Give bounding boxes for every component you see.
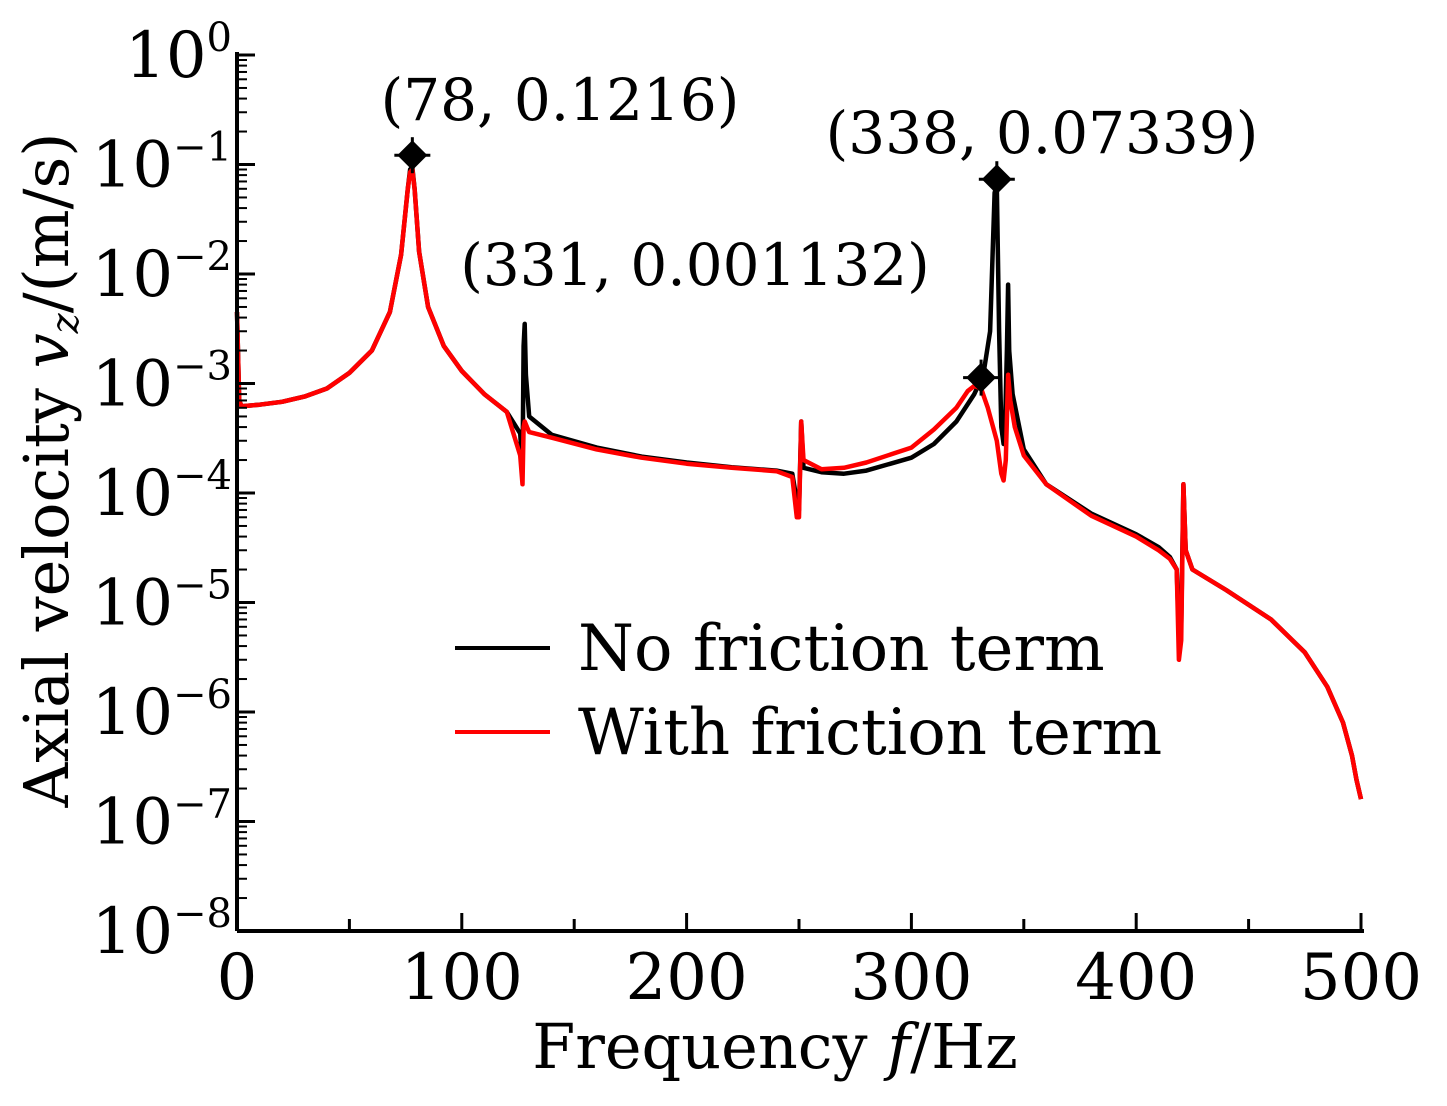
peak-marker [966, 362, 997, 393]
y-tick-label: 10−5 [92, 563, 232, 641]
x-tick-label: 100 [401, 941, 523, 1015]
legend: No friction term With friction term [455, 612, 1162, 770]
y-tick-label: 10−1 [92, 125, 232, 203]
y-tick-label: 10−7 [92, 782, 232, 860]
y-tick-label: 10−4 [92, 453, 232, 531]
annotation-label: (338, 0.07339) [826, 99, 1259, 167]
x-tick-label: 400 [1075, 941, 1197, 1015]
peak-marker [397, 140, 428, 171]
y-tick-label: 10−6 [92, 672, 232, 750]
y-tick-labels: 100 10−1 10−2 10−3 10−4 10−5 10−6 10−7 10−8 [92, 15, 232, 969]
x-tick-label: 300 [850, 941, 972, 1015]
x-tick-label: 500 [1300, 941, 1422, 1015]
y-tick-label: 10−2 [92, 234, 232, 312]
x-axis-title: Frequency f/Hz [532, 1010, 1018, 1083]
annotation-label: (78, 0.1216) [381, 66, 740, 134]
axes [235, 52, 1364, 933]
peak-markers [394, 137, 1015, 396]
x-tick-labels: 0 100 200 300 400 500 [217, 941, 1422, 1015]
y-tick-label: 10−3 [92, 344, 232, 422]
y-tick-label: 100 [125, 15, 232, 93]
y-tick-label: 10−8 [92, 891, 232, 969]
series-line-with-friction [234, 167, 1364, 800]
y-axis-title: Axial velocity vz/(m/s) [10, 133, 87, 809]
annotation-label: (331, 0.001132) [460, 231, 930, 299]
annotations: (78, 0.1216) (331, 0.001132) (338, 0.07339… [381, 66, 1259, 299]
legend-label-no-friction: No friction term [578, 612, 1105, 686]
peak-marker [981, 164, 1012, 195]
x-tick-label: 0 [217, 941, 258, 1015]
legend-label-with-friction: With friction term [578, 696, 1162, 770]
x-tick-label: 200 [626, 941, 748, 1015]
